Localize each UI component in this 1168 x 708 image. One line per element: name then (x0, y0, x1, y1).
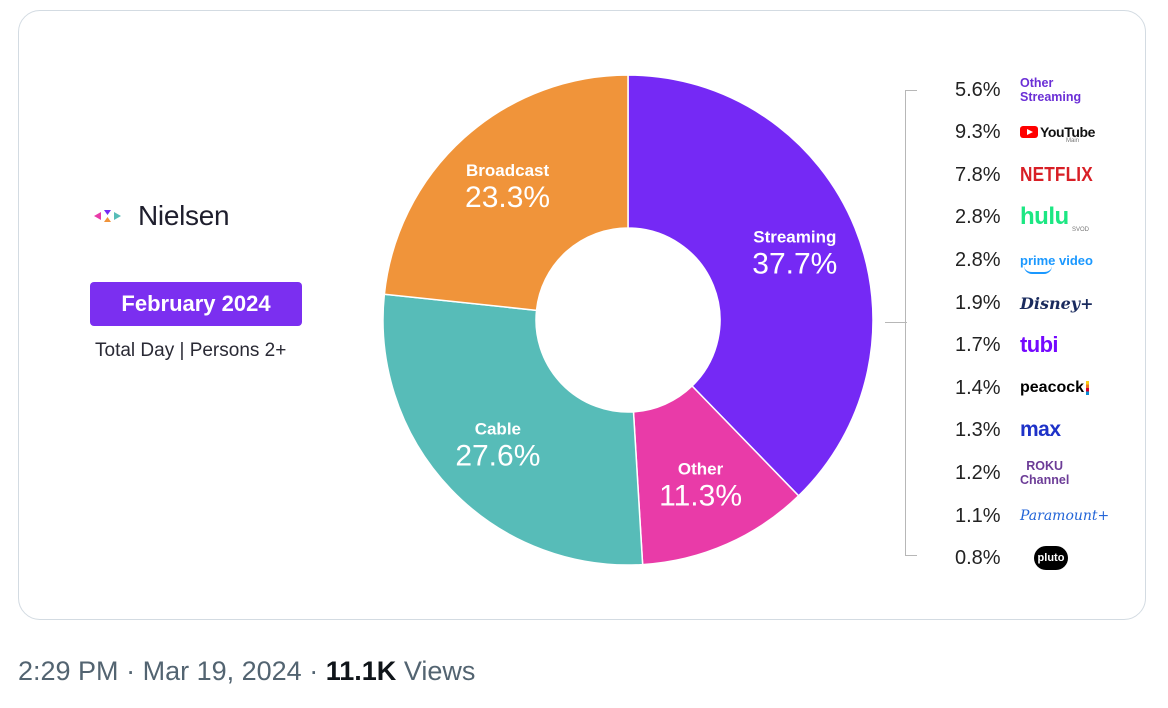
slice-cable (382, 293, 644, 566)
brand-sub: Main (1066, 138, 1080, 144)
legend-row-max: 1.3% max (955, 414, 1135, 446)
roku-channel-logo: ROKU Channel (1020, 457, 1069, 489)
legend-bracket (905, 90, 917, 556)
legend-value: 7.8% (955, 163, 1001, 186)
post-date[interactable]: Mar 19, 2024 (142, 656, 302, 686)
views-label: Views (403, 656, 476, 686)
legend-value: 1.2% (955, 461, 1001, 484)
brand-name: pluto (1034, 546, 1068, 570)
legend-row-youtube: 9.3% YouTube Main (955, 116, 1135, 148)
slice-value-label: 37.7% (752, 247, 837, 280)
brand-name: prime video (1020, 252, 1093, 268)
other-streaming-brand: Other Streaming (1020, 74, 1081, 106)
slice-other (632, 384, 800, 566)
legend-row-paramount-plus: 1.1% Paramount+ (955, 500, 1135, 532)
brand-name: Paramount+ (1020, 508, 1110, 524)
views-count: 11.1K (325, 656, 397, 686)
brand-name: NETFLIX (1020, 163, 1093, 186)
slice-streaming (627, 74, 874, 497)
brand-name: Nielsen (138, 200, 230, 231)
slice-value-label: 11.3% (659, 480, 742, 513)
legend-row-tubi: 1.7% tubi (955, 329, 1135, 361)
legend-value: 2.8% (955, 248, 1001, 271)
date-badge: February 2024 (90, 282, 302, 326)
slice-broadcast (383, 74, 629, 312)
youtube-logo: YouTube Main (1020, 116, 1095, 148)
legend-row-peacock: 1.4% peacock (955, 372, 1135, 404)
brand-line: Other (1020, 76, 1054, 90)
brand-name: tubi (1020, 332, 1059, 357)
disney-plus-logo: Disney+ (1020, 287, 1093, 319)
nielsen-logo: Nielsen (92, 200, 230, 232)
subtitle: Total Day | Persons 2+ (95, 340, 287, 361)
tubi-logo: tubi (1020, 329, 1059, 361)
legend-row-prime-video: 2.8% prime video (955, 244, 1135, 276)
brand-sub: SVOD (1072, 227, 1090, 233)
hulu-logo: hulu SVOD (1020, 201, 1089, 233)
legend-value: 1.4% (955, 376, 1001, 399)
brand-line: Channel (1020, 473, 1070, 487)
legend-row-roku-channel: 1.2% ROKU Channel (955, 457, 1135, 489)
brand-name: Disney+ (1020, 293, 1094, 313)
prime-smile-icon (1024, 266, 1052, 274)
legend-value: 0.8% (955, 546, 1001, 569)
separator: · (309, 656, 319, 686)
slice-label: Cable (475, 419, 521, 438)
legend-value: 2.8% (955, 205, 1001, 228)
legend-row-hulu: 2.8% hulu SVOD (955, 201, 1135, 233)
legend-value: 1.1% (955, 504, 1001, 527)
slice-label: Streaming (753, 227, 836, 246)
slice-value-label: 23.3% (465, 181, 550, 214)
legend-value: 1.3% (955, 418, 1001, 441)
brand-name: hulu (1020, 203, 1069, 230)
slice-value-label: 27.6% (455, 439, 540, 472)
brand-name: max (1020, 418, 1061, 441)
legend-row-netflix: 7.8% NETFLIX (955, 159, 1135, 191)
separator: · (126, 656, 136, 686)
legend-row-other-streaming: 5.6% Other Streaming (955, 74, 1135, 106)
youtube-play-icon (1020, 126, 1038, 138)
legend-value: 9.3% (955, 120, 1001, 143)
legend-value: 1.9% (955, 291, 1001, 314)
prime-video-logo: prime video (1020, 244, 1093, 276)
paramount-plus-logo: Paramount+ (1020, 500, 1109, 532)
post-footer: 2:29 PM · Mar 19, 2024 · 11.1K Views (18, 656, 475, 687)
legend-value: 1.7% (955, 333, 1001, 356)
peacock-logo: peacock (1020, 372, 1090, 404)
slice-label: Broadcast (466, 161, 549, 180)
legend-value: 5.6% (955, 78, 1001, 101)
slice-label: Other (678, 460, 724, 479)
brand-name: YouTube (1040, 124, 1096, 140)
legend-bracket-tick (885, 322, 907, 323)
brand-line: Streaming (1020, 90, 1082, 104)
pluto-tv-logo: pluto (1020, 542, 1068, 574)
nielsen-logo-icon (94, 210, 121, 222)
netflix-logo: NETFLIX (1020, 159, 1105, 191)
post-time[interactable]: 2:29 PM (18, 656, 119, 686)
peacock-dots-icon (1086, 381, 1090, 395)
legend-row-disney-plus: 1.9% Disney+ (955, 287, 1135, 319)
max-logo: max (1020, 414, 1061, 446)
brand-name: peacock (1020, 379, 1085, 396)
legend-row-pluto-tv: 0.8% pluto (955, 542, 1135, 574)
brand-line: ROKU (1026, 459, 1064, 473)
